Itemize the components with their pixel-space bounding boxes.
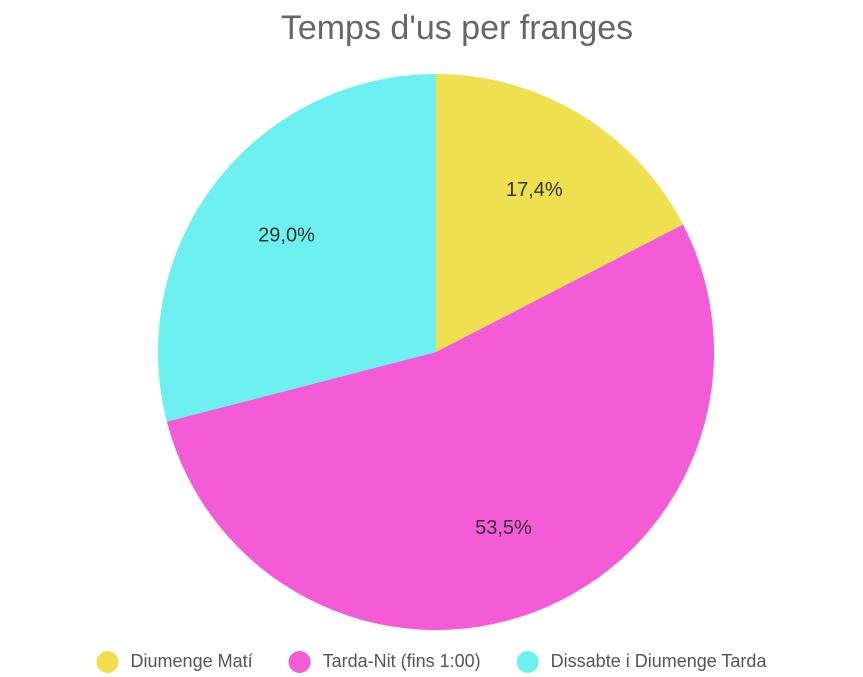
pie-slice [157,74,436,422]
data-label: 17,4% [506,179,563,201]
legend-label: Tarda-Nit (fins 1:00) [323,651,481,671]
legend-marker [288,651,311,673]
legend-marker [516,651,539,673]
legend-label: Diumenge Matí [131,651,253,671]
legend-label: Dissabte i Diumenge Tarda [551,651,768,671]
legend-marker [96,651,119,673]
data-label: 53,5% [475,517,532,539]
chart-title: Temps d'us per franges [281,9,633,47]
pie-slice [166,224,715,630]
data-label: 29,0% [258,225,315,247]
pie-slice [436,74,684,352]
